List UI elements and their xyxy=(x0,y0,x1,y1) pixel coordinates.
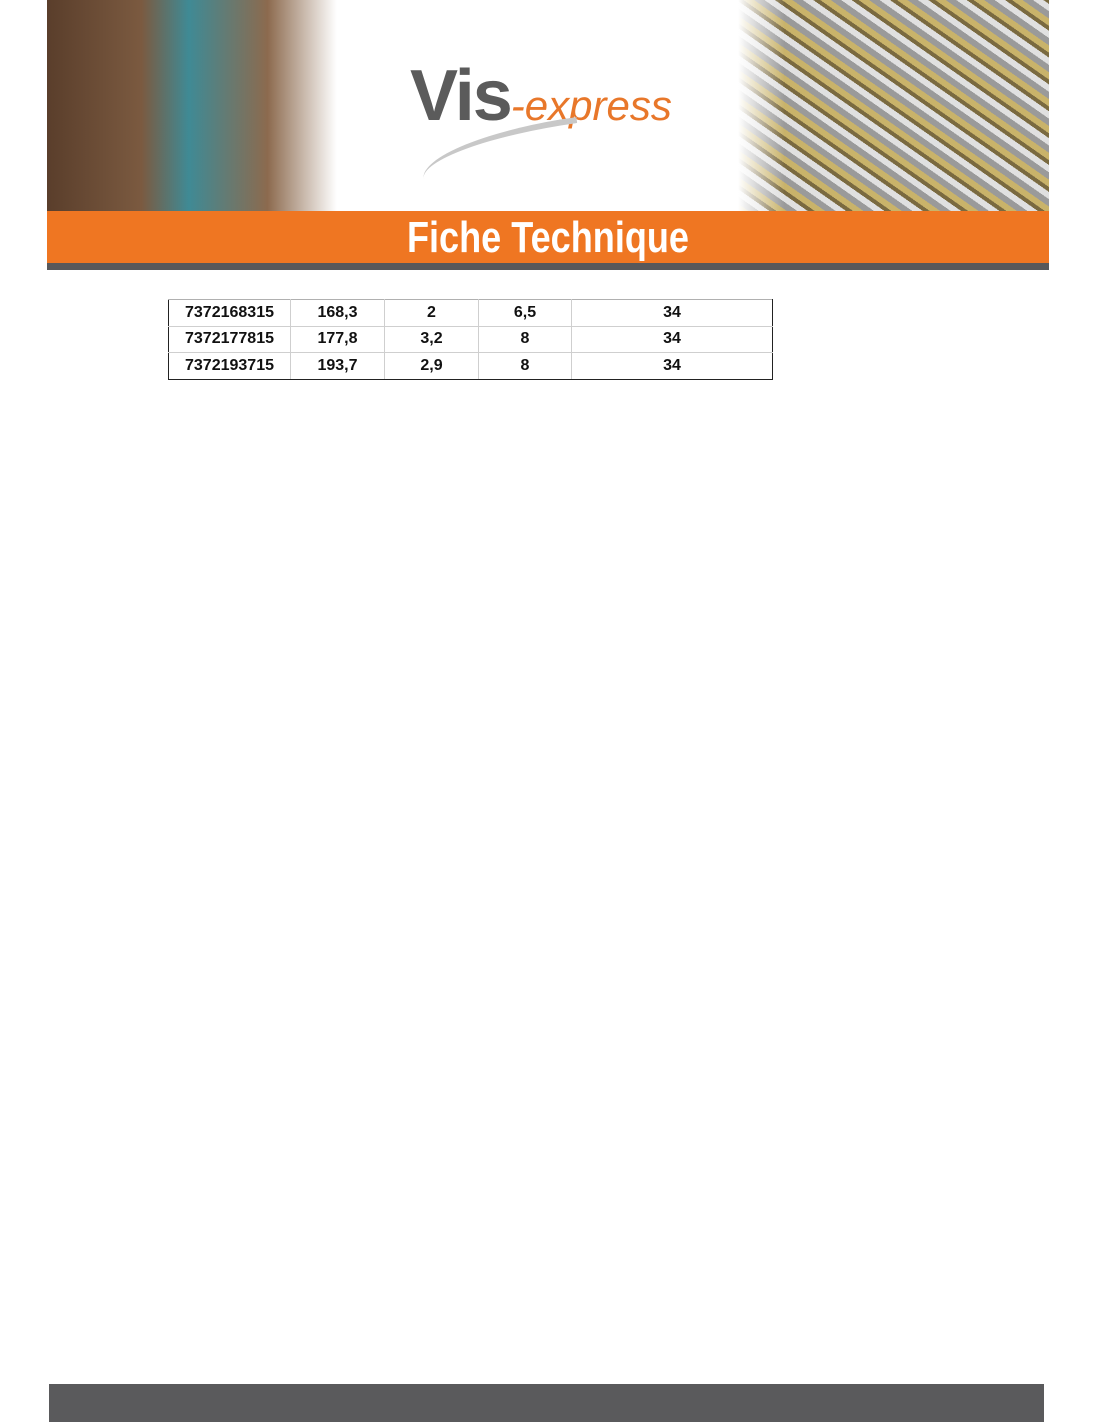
table-row: 7372168315 168,3 2 6,5 34 xyxy=(168,299,773,327)
header-divider xyxy=(47,263,1049,270)
logo-suffix: -express xyxy=(510,82,672,129)
table-cell: 193,7 xyxy=(290,352,385,380)
header-photo-tools xyxy=(47,0,362,211)
page-title: Fiche Technique xyxy=(406,213,690,262)
table-cell: 7372177815 xyxy=(168,325,291,353)
header-photo-screws xyxy=(738,0,1049,211)
footer-bar xyxy=(49,1384,1044,1422)
spec-table: 7372168315 168,3 2 6,5 34 7372177815 177,8 3,2 8… xyxy=(168,299,773,380)
table-cell: 177,8 xyxy=(290,325,385,353)
table-cell: 3,2 xyxy=(384,325,479,353)
table-cell: 7372193715 xyxy=(168,352,291,380)
table-cell: 34 xyxy=(571,299,773,327)
table-row: 7372177815 177,8 3,2 8 34 xyxy=(168,325,773,353)
logo-main: Vis xyxy=(410,56,513,136)
table-row: 7372193715 193,7 2,9 8 34 xyxy=(168,352,773,380)
table-cell: 168,3 xyxy=(290,299,385,327)
table-cell: 34 xyxy=(571,325,773,353)
table-cell: 2 xyxy=(384,299,479,327)
table-cell: 8 xyxy=(478,325,572,353)
table-cell: 2,9 xyxy=(384,352,479,380)
vis-express-logo: Vis-express xyxy=(410,55,672,137)
table-cell: 34 xyxy=(571,352,773,380)
table-cell: 6,5 xyxy=(478,299,572,327)
table-cell: 7372168315 xyxy=(168,299,291,327)
title-band: Fiche Technique xyxy=(47,211,1049,263)
table-cell: 8 xyxy=(478,352,572,380)
